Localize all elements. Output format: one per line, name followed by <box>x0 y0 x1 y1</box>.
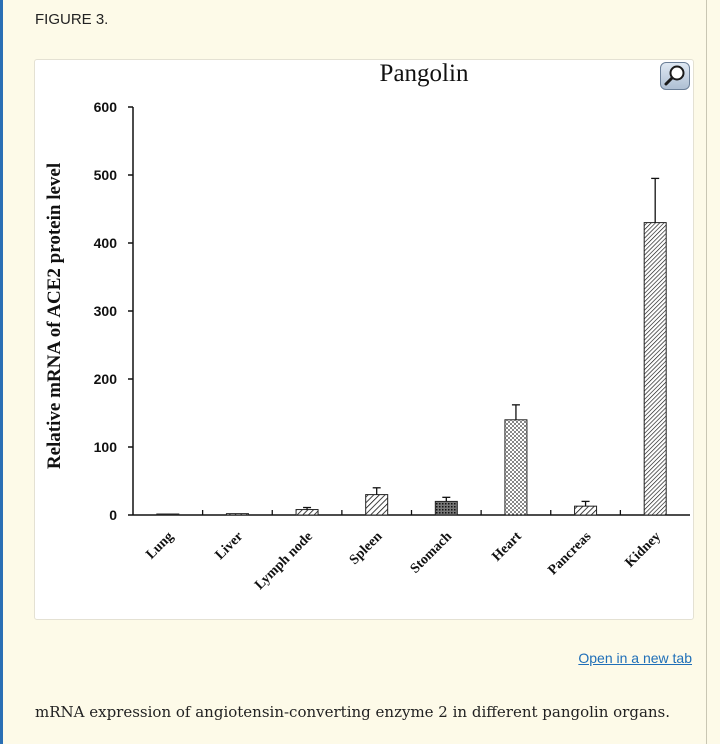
x-tick-label: Spleen <box>347 529 386 568</box>
x-tick-label: Stomach <box>408 529 456 577</box>
x-tick-label: Lymph node <box>252 529 316 593</box>
right-border <box>706 0 707 744</box>
y-axis-label: Relative mRNA of ACE2 protein level <box>44 163 65 469</box>
x-tick-label: Heart <box>489 529 525 565</box>
y-tick-label: 0 <box>109 507 117 523</box>
bar <box>295 509 319 516</box>
y-tick-label: 200 <box>94 371 118 387</box>
y-tick-label: 400 <box>94 235 118 251</box>
figure-caption: mRNA expression of angiotensin-convertin… <box>35 703 671 721</box>
bar <box>574 505 598 516</box>
x-tick-label: Liver <box>213 529 247 563</box>
x-tick-label: Kidney <box>623 529 664 570</box>
figure-panel <box>34 59 694 620</box>
left-accent-rule <box>0 0 3 744</box>
bar <box>504 419 528 516</box>
figure-label: FIGURE 3. <box>35 11 109 28</box>
magnifier-icon <box>664 65 685 86</box>
y-tick-label: 300 <box>94 303 118 319</box>
bar <box>643 222 667 516</box>
bar <box>156 513 180 516</box>
zoom-button[interactable] <box>660 62 690 90</box>
bar-chart: Pangolin Relative mRNA of ACE2 protein l… <box>44 60 690 593</box>
bar <box>434 500 458 516</box>
x-tick-label: Lung <box>143 529 176 562</box>
bar <box>365 494 389 516</box>
y-tick-label: 600 <box>94 99 118 115</box>
y-tick-label: 100 <box>94 439 118 455</box>
x-tick-label: Pancreas <box>545 529 594 578</box>
y-tick-label: 500 <box>94 167 118 183</box>
chart-title: Pangolin <box>380 60 469 87</box>
bar <box>225 513 249 516</box>
open-in-new-tab-link[interactable]: Open in a new tab <box>578 650 692 666</box>
